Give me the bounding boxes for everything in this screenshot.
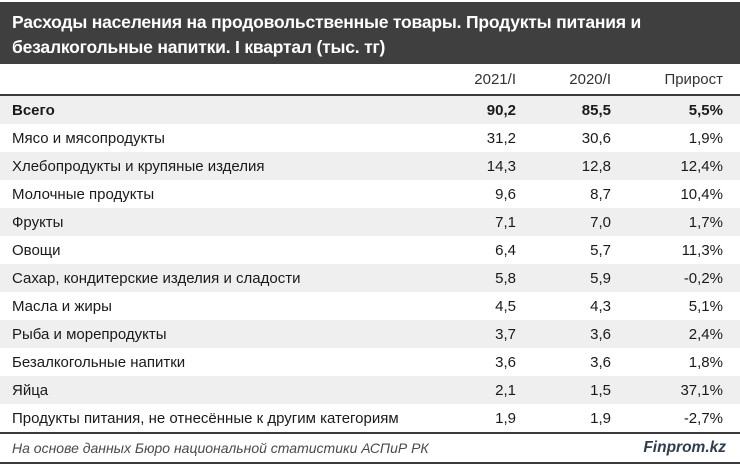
table-row: Яйца 2,1 1,5 37,1% xyxy=(0,376,740,404)
row-label: Продукты питания, не отнесённые к другим… xyxy=(0,404,421,434)
source-bar: На основе данных Бюро национальной стати… xyxy=(0,434,740,464)
row-label: Сахар, кондитерские изделия и сладости xyxy=(12,269,301,287)
source-note: На основе данных Бюро национальной стати… xyxy=(12,440,429,456)
header-category xyxy=(0,64,421,96)
cell-2020: 4,3 xyxy=(590,297,611,315)
table-row: Продукты питания, не отнесённые к другим… xyxy=(0,404,740,434)
table-row: Рыба и морепродукты 3,7 3,6 2,4% xyxy=(0,320,740,348)
cell-2020: 3,6 xyxy=(590,325,611,343)
row-label: Хлебопродукты и крупяные изделия xyxy=(12,157,265,175)
table-row: Всего 90,2 85,5 5,5% xyxy=(0,95,740,124)
table-row: Безалкогольные напитки 3,6 3,6 1,8% xyxy=(0,348,740,376)
cell-2021: 5,8 xyxy=(495,269,516,287)
cell-2020: 1,5 xyxy=(590,381,611,399)
cell-growth: -0,2% xyxy=(683,269,723,287)
row-label: Овощи xyxy=(12,241,61,259)
cell-2021: 1,9 xyxy=(421,404,516,434)
cell-2021: 14,3 xyxy=(486,157,516,175)
cell-growth: 2,4% xyxy=(688,325,723,343)
row-label: Всего xyxy=(12,101,55,119)
cell-growth: 11,3% xyxy=(681,241,723,259)
cell-growth: 10,4% xyxy=(680,185,723,203)
cell-2021: 2,1 xyxy=(495,381,516,399)
table-row: Масла и жиры 4,5 4,3 5,1% xyxy=(0,292,740,320)
cell-2020: 5,9 xyxy=(590,269,611,287)
cell-2020: 7,0 xyxy=(590,213,611,231)
cell-2021: 31,2 xyxy=(486,129,516,147)
cell-growth: 37,1% xyxy=(680,381,723,399)
cell-growth: 5,5% xyxy=(688,101,723,119)
expenses-table: 2021/I 2020/I Прирост Всего 90,2 85,5 5,5% М… xyxy=(0,64,740,434)
cell-2020: 8,7 xyxy=(590,185,611,203)
row-label: Масла и жиры xyxy=(12,297,112,315)
row-label: Мясо и мясопродукты xyxy=(12,129,165,147)
title-bar: Расходы населения на продовольственные т… xyxy=(0,2,740,64)
table-row: Хлебопродукты и крупяные изделия 14,3 12,8… xyxy=(0,152,740,180)
table-row: Фрукты 7,1 7,0 1,7% xyxy=(0,208,740,236)
brand-logo: Finprom.kz xyxy=(643,439,726,456)
row-label: Молочные продукты xyxy=(12,185,155,203)
row-label: Яйца xyxy=(12,381,49,399)
cell-2020: 30,6 xyxy=(581,129,611,147)
cell-2020: 85,5 xyxy=(581,101,611,119)
cell-2021: 90,2 xyxy=(486,101,516,119)
row-label: Фрукты xyxy=(12,213,64,231)
table-row: Мясо и мясопродукты 31,2 30,6 1,9% xyxy=(0,124,740,152)
cell-2021: 4,5 xyxy=(495,297,516,315)
cell-2020: 12,8 xyxy=(581,157,611,175)
cell-2021: 6,4 xyxy=(495,241,516,259)
cell-2020: 5,7 xyxy=(590,241,611,259)
table-row: Сахар, кондитерские изделия и сладости 5,… xyxy=(0,264,740,292)
cell-2020: 1,9 xyxy=(516,404,611,434)
header-growth: Прирост xyxy=(611,64,740,96)
row-label: Безалкогольные напитки xyxy=(12,353,186,371)
cell-2021: 7,1 xyxy=(495,213,516,231)
row-label: Рыба и морепродукты xyxy=(12,325,167,343)
table-row: Овощи 6,4 5,7 11,3% xyxy=(0,236,740,264)
header-row: 2021/I 2020/I Прирост xyxy=(0,64,740,96)
cell-growth: 1,7% xyxy=(688,213,723,231)
header-2021: 2021/I xyxy=(421,64,516,96)
cell-2021: 9,6 xyxy=(495,185,516,203)
cell-growth: -2,7% xyxy=(611,404,740,434)
table-row: Молочные продукты 9,6 8,7 10,4% xyxy=(0,180,740,208)
cell-2020: 3,6 xyxy=(590,353,611,371)
cell-growth: 1,8% xyxy=(688,353,723,371)
cell-2021: 3,6 xyxy=(495,353,516,371)
cell-growth: 12,4% xyxy=(680,157,723,175)
header-2020: 2020/I xyxy=(516,64,611,96)
cell-growth: 1,9% xyxy=(688,129,723,147)
page-title: Расходы населения на продовольственные т… xyxy=(12,12,642,57)
cell-2021: 3,7 xyxy=(495,325,516,343)
cell-growth: 5,1% xyxy=(688,297,723,315)
